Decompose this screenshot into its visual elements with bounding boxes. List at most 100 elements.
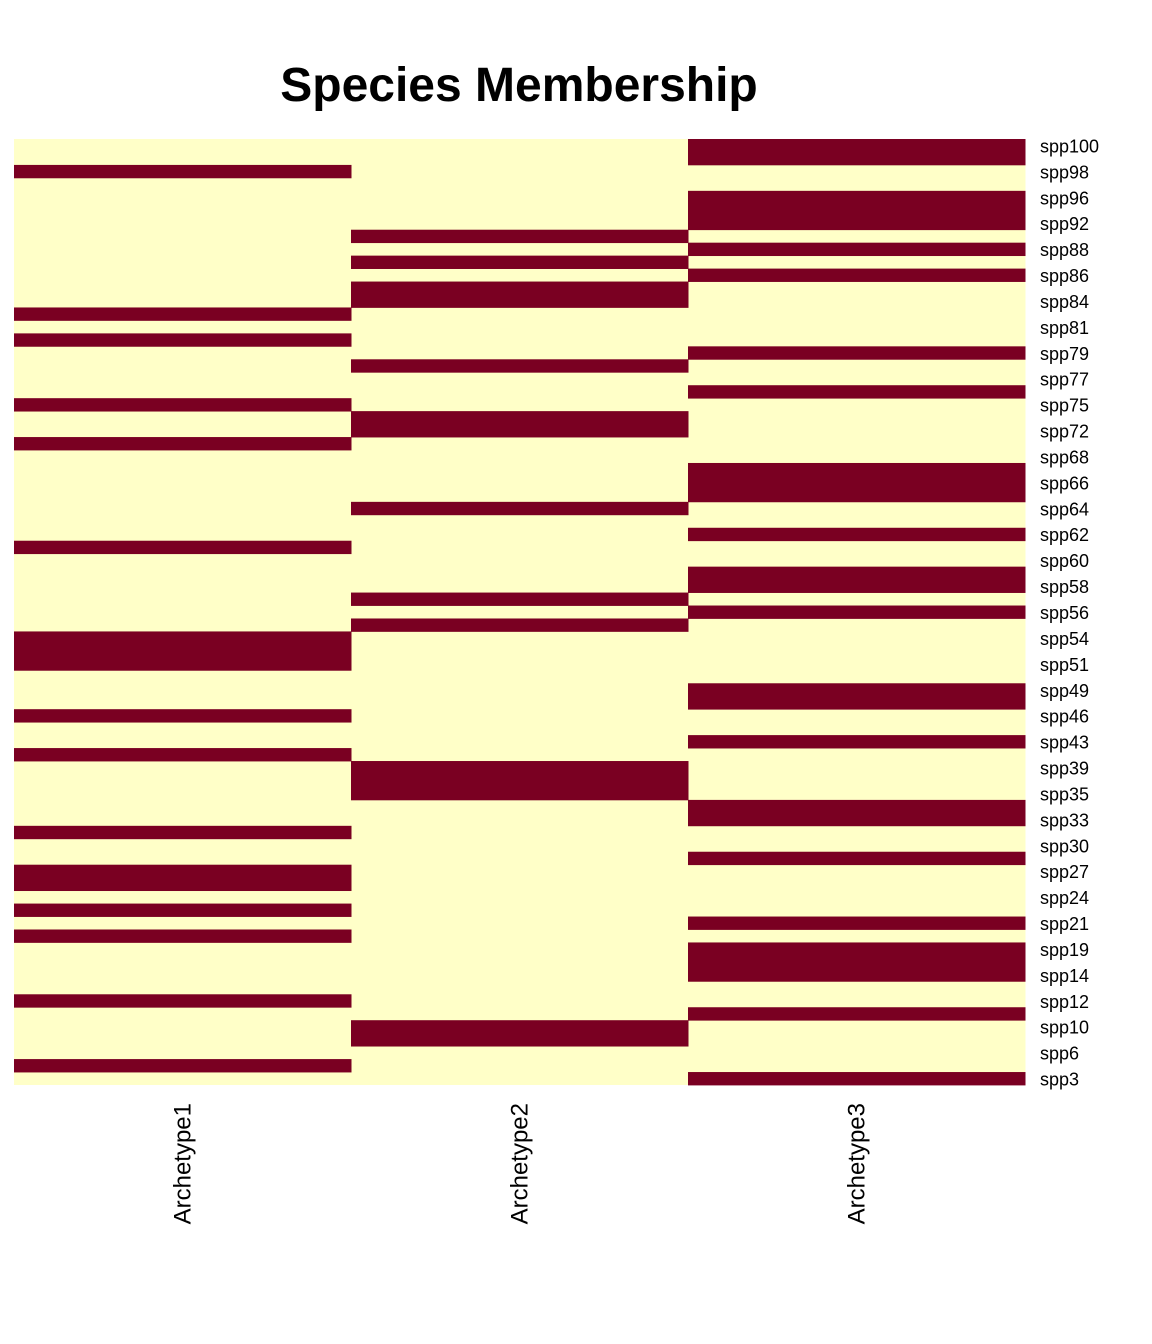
row-label: spp21 [1040,914,1089,934]
heatmap-cell [14,644,352,658]
heatmap-cell [688,190,1026,205]
heatmap-cell [351,281,689,295]
heatmap-cell [688,851,1026,866]
heatmap-cell [14,864,352,879]
row-label: spp92 [1040,214,1089,234]
heatmap-cell [688,968,1026,982]
row-label: spp43 [1040,733,1089,753]
heatmap-cell [688,475,1026,490]
heatmap-cell [688,527,1026,542]
row-label: spp10 [1040,1018,1089,1038]
heatmap-cell [688,735,1026,749]
row-label: spp49 [1040,681,1089,701]
row-label: spp6 [1040,1044,1079,1064]
row-label: spp62 [1040,525,1089,545]
row-label: spp46 [1040,707,1089,727]
column-label: Archetype1 [170,1103,197,1224]
heatmap-cell [688,1072,1026,1086]
heatmap-cell [14,994,352,1008]
heatmap-cell [688,462,1026,477]
heatmap-cell [688,139,1026,153]
heatmap-cell [688,151,1026,166]
row-label: spp33 [1040,810,1089,830]
heatmap-cell [688,683,1026,697]
heatmap-cell [351,255,689,269]
heatmap-column-archetype2 [351,139,689,1085]
heatmap-cell [14,877,352,892]
row-label: spp51 [1040,655,1089,675]
heatmap-cell [351,592,689,606]
heatmap-cell [688,268,1026,282]
row-label: spp39 [1040,759,1089,779]
heatmap-cell [351,229,689,244]
heatmap-cell [14,333,352,347]
row-label: spp66 [1040,473,1089,493]
column-label: Archetype2 [507,1103,534,1224]
heatmap-cell [351,1020,689,1034]
row-label: spp3 [1040,1070,1079,1090]
heatmap-cell [14,825,352,840]
row-label: spp98 [1040,162,1089,182]
row-label: spp81 [1040,318,1089,338]
row-label: spp54 [1040,629,1089,649]
heatmap-cell [688,216,1026,231]
row-label: spp72 [1040,422,1089,442]
row-label: spp35 [1040,784,1089,804]
heatmap-cell [14,929,352,943]
row-label: spp12 [1040,992,1089,1012]
heatmap-cell [688,566,1026,581]
row-label: spp30 [1040,836,1089,856]
heatmap-cell [688,916,1026,930]
heatmap-cell [688,203,1026,218]
row-labels: spp100 spp98 spp96 spp92 spp88 spp86 spp84 spp8… [1040,136,1099,1089]
chart-title: Species Membership [280,59,758,112]
row-label: spp77 [1040,370,1089,390]
heatmap-cell [688,799,1026,814]
heatmap-cell [351,411,689,425]
heatmap-cell [14,1059,352,1073]
row-label: spp19 [1040,940,1089,960]
heatmap-cell [688,385,1026,399]
heatmap-cell [351,359,689,373]
column-labels: Archetype1 Archetype2 Archetype3 [170,1103,871,1224]
heatmap-cell [688,955,1026,969]
heatmap-cell [351,294,689,308]
heatmap-cell [14,437,352,451]
row-label: spp96 [1040,188,1089,208]
row-label: spp14 [1040,966,1089,986]
heatmap-cell [14,631,352,645]
heatmap-cell [688,605,1026,619]
row-label: spp60 [1040,551,1089,571]
heatmap-cell [14,307,352,321]
row-label: spp79 [1040,344,1089,364]
heatmap-cell [688,579,1026,593]
heatmap-cell [14,748,352,762]
row-label: spp84 [1040,292,1089,312]
heatmap-cell [14,398,352,412]
heatmap-cell [351,773,689,788]
row-label: spp64 [1040,499,1089,519]
column-label: Archetype3 [844,1103,871,1224]
heatmap-cell [14,540,352,555]
heatmap-cell [688,696,1026,710]
row-label: spp86 [1040,266,1089,286]
heatmap-cell [688,242,1026,257]
row-label: spp75 [1040,396,1089,416]
heatmap-cell [14,657,352,671]
heatmap-cell [351,501,689,516]
heatmap-cell [14,903,352,917]
heatmap-cell [14,164,352,179]
heatmap-cell [14,709,352,723]
heatmap-cell [688,942,1026,956]
row-label: spp100 [1040,136,1099,156]
heatmap-cell [351,1033,689,1047]
row-label: spp88 [1040,240,1089,260]
heatmap-cell [351,761,689,775]
heatmap-cell [351,786,689,801]
row-label: spp58 [1040,577,1089,597]
row-label: spp27 [1040,862,1089,882]
heatmap-cell [351,424,689,438]
row-label: spp56 [1040,603,1089,623]
row-label: spp68 [1040,447,1089,467]
